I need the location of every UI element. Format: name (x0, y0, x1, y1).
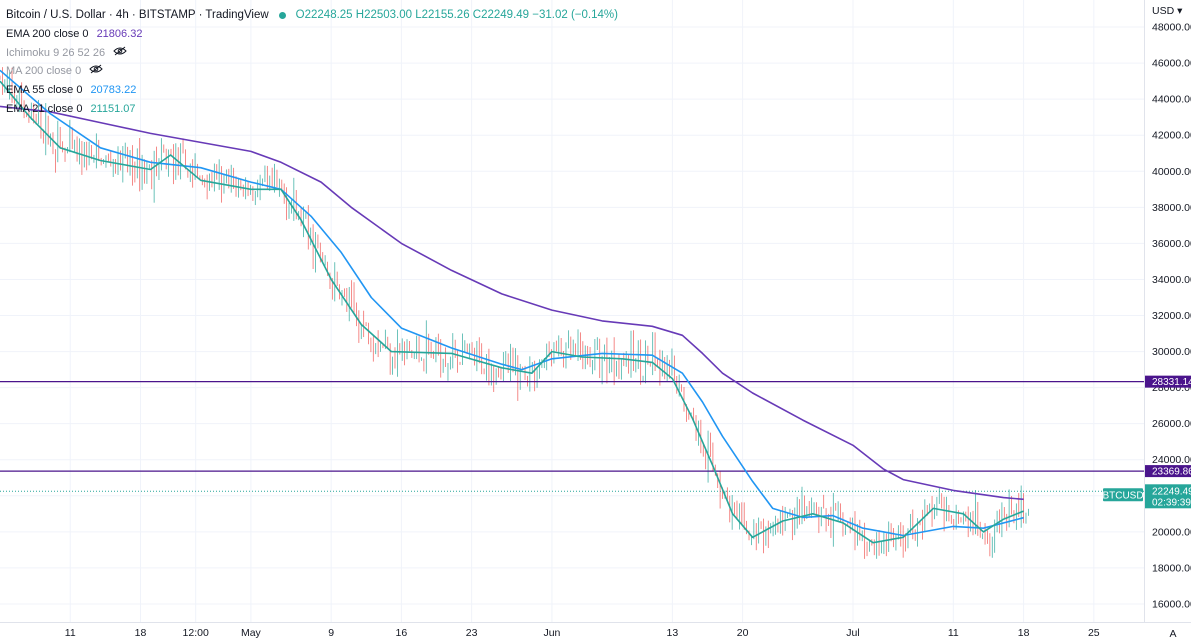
y-tick-label: 26000.00 (1152, 418, 1191, 430)
x-tick-label: 13 (667, 627, 679, 639)
symbol-tag (1103, 488, 1143, 502)
x-tick-label: 20 (737, 627, 749, 639)
countdown-label: 02:39:39 (1152, 497, 1191, 508)
legend-indicator-ema21[interactable]: EMA 21 close 0 21151.07 (6, 100, 618, 119)
x-tick-label: 18 (1018, 627, 1030, 639)
y-tick-label: 30000.00 (1152, 346, 1191, 358)
grid (0, 0, 1144, 622)
indicator-label: Ichimoku 9 26 52 26 (6, 46, 106, 59)
indicator-label: EMA 55 close 0 (6, 84, 83, 97)
indicator-value: 21806.32 (96, 27, 143, 40)
level-tag-label: 28331.14 (1152, 377, 1191, 388)
symbol-tag-label: BTCUSD (1102, 490, 1143, 501)
y-tick-label: 46000.00 (1152, 58, 1191, 70)
x-tick-label: 12:00 (183, 627, 209, 639)
indicator-value: 21151.07 (90, 102, 136, 115)
legend-indicator-ema55[interactable]: EMA 55 close 0 20783.22 (6, 81, 618, 100)
x-tick-label: Jul (846, 627, 859, 639)
y-tick-label: 48000.00 (1152, 22, 1191, 34)
series-line (0, 69, 1024, 537)
chart-legend: Bitcoin / U.S. Dollar · 4h · BITSTAMP · … (6, 6, 618, 119)
y-tick-label: 32000.00 (1152, 310, 1191, 322)
current-price-label: 22249.49 (1152, 486, 1191, 497)
y-tick-label: 20000.00 (1152, 526, 1191, 538)
legend-symbol-row[interactable]: Bitcoin / U.S. Dollar · 4h · BITSTAMP · … (6, 6, 618, 25)
horizontal-levels (0, 381, 1144, 492)
indicator-label: EMA 200 close 0 (6, 27, 89, 40)
y-tick-label: 44000.00 (1152, 94, 1191, 106)
x-tick-label: 9 (328, 627, 334, 639)
auto-scale-button: A (1169, 628, 1176, 640)
x-tick-label: 18 (135, 627, 147, 639)
x-tick-label: 16 (396, 627, 408, 639)
y-tick-label: 34000.00 (1152, 274, 1191, 286)
x-tick-label: 25 (1088, 627, 1100, 639)
level-tag-label: 23369.86 (1152, 467, 1191, 478)
x-tick-label: 11 (948, 627, 959, 639)
current-price-tag (1145, 484, 1191, 509)
eye-hidden-icon[interactable] (89, 62, 103, 81)
x-tick-label: 11 (65, 627, 76, 639)
currency-label: USD ▾ (1152, 5, 1183, 17)
indicator-value: 20783.22 (90, 84, 137, 97)
eye-hidden-icon[interactable] (113, 44, 127, 63)
x-tick-label: Jun (543, 627, 560, 639)
y-tick-label: 40000.00 (1152, 166, 1191, 178)
x-tick-label: May (241, 627, 262, 639)
ema-series (0, 69, 1024, 544)
indicator-label: MA 200 close 0 (6, 65, 82, 78)
y-tick-label: 18000.00 (1152, 562, 1191, 574)
indicator-label: EMA 21 close 0 (6, 102, 83, 115)
ohlc-values: O22248.25 H22503.00 L22155.26 C22249.49 … (295, 9, 618, 21)
series-line (0, 80, 1024, 544)
y-tick-label: 16000.00 (1152, 598, 1191, 610)
legend-indicator-ma200[interactable]: MA 200 close 0 (6, 62, 618, 81)
y-tick-label: 38000.00 (1152, 202, 1191, 214)
x-tick-label: 23 (466, 627, 478, 639)
time-axis: 11 18 12:00 May 9 16 23 Jun 13 20 Jul 11 18 25 A (65, 627, 1177, 640)
legend-indicator-ichimoku[interactable]: Ichimoku 9 26 52 26 (6, 44, 618, 63)
y-tick-label: 42000.00 (1152, 130, 1191, 142)
level-tag (1145, 375, 1191, 388)
legend-indicator-ema200[interactable]: EMA 200 close 0 21806.32 (6, 25, 618, 44)
y-tick-label: 24000.00 (1152, 454, 1191, 466)
y-tick-label: 36000.00 (1152, 238, 1191, 250)
symbol-title: Bitcoin / U.S. Dollar · 4h · BITSTAMP · … (6, 9, 269, 21)
level-tag (1145, 465, 1191, 478)
series-line (0, 105, 1024, 501)
market-status-icon (278, 11, 286, 19)
